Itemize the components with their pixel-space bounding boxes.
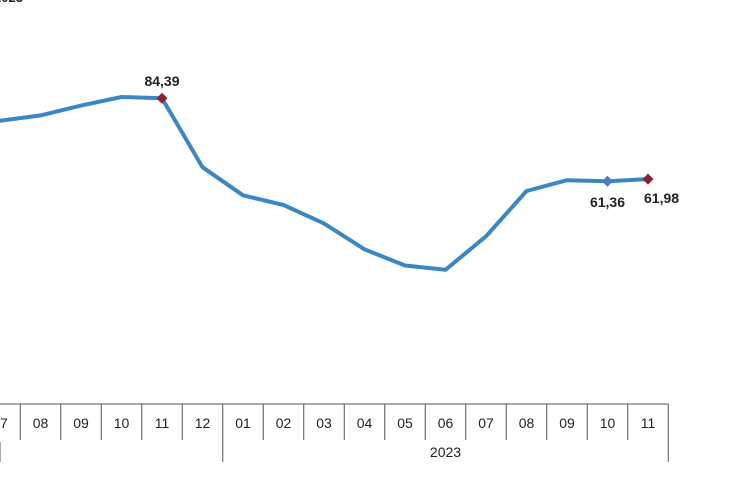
- data-label: 84,39: [144, 73, 179, 89]
- series-line-layer: [0, 95, 650, 272]
- data-label: 61,98: [644, 190, 679, 206]
- data-marker: [602, 175, 613, 187]
- x-tick-label: 12: [195, 415, 211, 431]
- data-marker: [156, 92, 168, 104]
- x-tick-label: 08: [519, 415, 535, 431]
- x-tick-label: 09: [73, 415, 89, 431]
- data-label: 61,36: [590, 194, 625, 210]
- marker-layer: [156, 92, 654, 187]
- year-group-label: 2023: [430, 444, 461, 460]
- data-marker: [642, 173, 654, 185]
- x-tick-label: 05: [397, 415, 413, 431]
- x-tick-label: 01: [235, 415, 251, 431]
- x-tick-label: 11: [641, 415, 656, 431]
- series-line: [0, 95, 650, 272]
- x-tick-label: 10: [600, 415, 616, 431]
- x-tick-label: 08: [33, 415, 49, 431]
- x-axis: 07 08 09 10 11 12 01 02 03 04 05 06 07 08 09 10 11 2023: [0, 403, 669, 462]
- x-tick-label: 11: [155, 415, 170, 431]
- x-tick-label: 02: [276, 415, 292, 431]
- data-label-layer: 84,39 61,36 61,98: [144, 73, 679, 210]
- x-tick-label: 04: [357, 415, 373, 431]
- x-tick-label: 10: [114, 415, 130, 431]
- x-tick-label: 09: [559, 415, 575, 431]
- x-tick-label: 03: [316, 415, 332, 431]
- top-cut-label: 2023: [0, 0, 23, 5]
- x-tick-label: 07: [0, 415, 8, 431]
- x-tick-label: 06: [438, 415, 454, 431]
- x-tick-label: 07: [478, 415, 494, 431]
